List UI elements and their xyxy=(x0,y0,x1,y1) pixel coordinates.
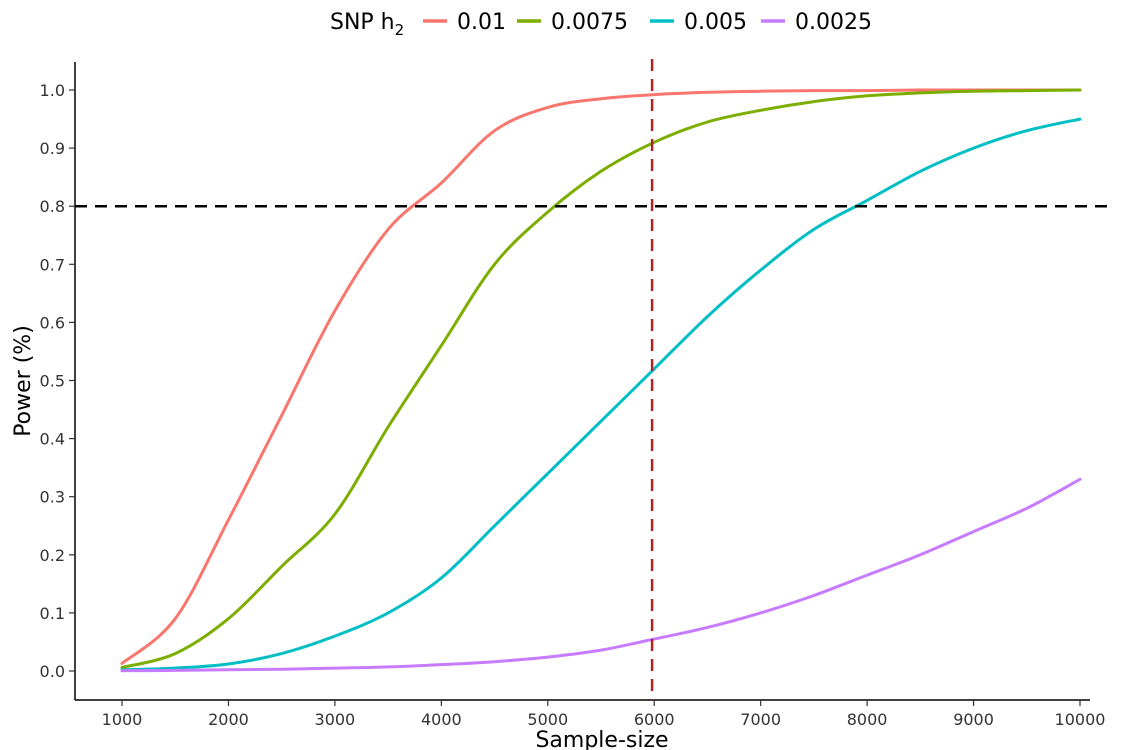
plot-area: 0.0 0.1 0.2 0.3 0.4 0.5 0.6 0.7 0.8 0.9 1.0 1000 200… xyxy=(40,59,1112,729)
y-tick-label: 1.0 xyxy=(40,81,65,100)
legend: SNP h2 0.01 0.0075 0.005 0.0025 xyxy=(330,10,872,39)
y-tick-label: 0.7 xyxy=(40,255,65,274)
x-tick-label: 8000 xyxy=(847,710,888,729)
legend-title-subscript: 2 xyxy=(395,21,405,39)
series-line-0-005 xyxy=(120,117,1082,672)
series-line-0-0025 xyxy=(120,477,1082,673)
x-tick-label: 10000 xyxy=(1055,710,1106,729)
legend-items: 0.01 0.0075 0.005 0.0025 xyxy=(423,10,872,35)
series-line-0-01 xyxy=(120,88,1082,665)
x-axis-title: Sample-size xyxy=(535,728,668,750)
x-tick-label: 9000 xyxy=(953,710,994,729)
y-tick-label: 0.8 xyxy=(40,197,65,216)
x-tick-label: 5000 xyxy=(527,710,568,729)
y-tick-label: 0.3 xyxy=(40,488,65,507)
legend-label: 0.01 xyxy=(457,10,506,35)
y-tick-label: 0.6 xyxy=(40,313,65,332)
x-tick-label: 1000 xyxy=(102,710,143,729)
x-tick-label: 6000 xyxy=(634,710,675,729)
legend-label: 0.0025 xyxy=(795,10,872,35)
x-tick-label: 2000 xyxy=(208,710,249,729)
y-tick-label: 0.5 xyxy=(40,372,65,391)
series-line-0-0075 xyxy=(120,88,1082,669)
y-axis-title: Power (%) xyxy=(11,325,36,437)
x-tick-label: 3000 xyxy=(315,710,356,729)
legend-label: 0.0075 xyxy=(551,10,628,35)
x-tick-label: 7000 xyxy=(740,710,781,729)
y-tick-label: 0.4 xyxy=(40,430,65,449)
legend-title-main: SNP h xyxy=(330,10,395,35)
legend-title: SNP h2 xyxy=(330,10,404,39)
y-tick-label: 0.9 xyxy=(40,139,65,158)
legend-label: 0.005 xyxy=(684,10,747,35)
x-tick-label: 4000 xyxy=(421,710,462,729)
y-tick-label: 0.2 xyxy=(40,546,65,565)
y-tick-label: 0.1 xyxy=(40,604,65,623)
y-tick-label: 0.0 xyxy=(40,662,65,681)
